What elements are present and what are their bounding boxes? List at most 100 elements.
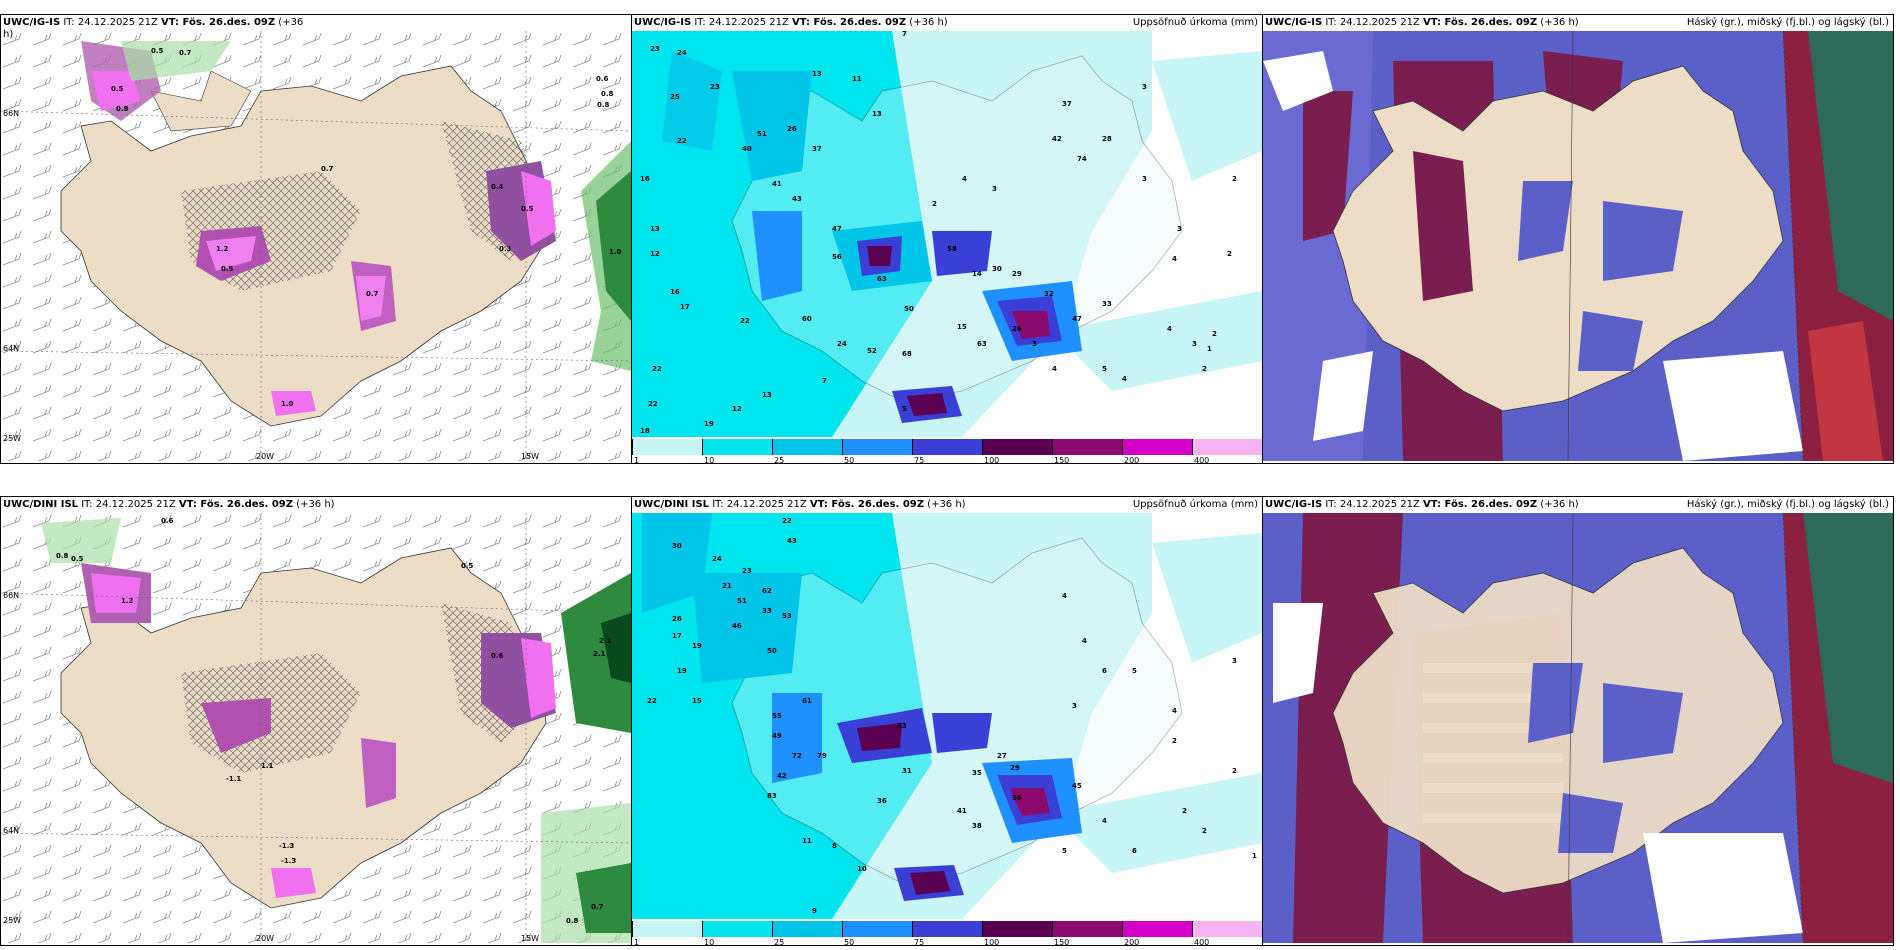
svg-text:3: 3 bbox=[992, 185, 997, 193]
colorbar-tick: 25 bbox=[774, 938, 785, 946]
svg-text:5: 5 bbox=[1132, 667, 1137, 675]
colorbar-cell bbox=[842, 439, 913, 455]
lon-label: 20W bbox=[256, 934, 274, 943]
svg-text:26: 26 bbox=[672, 615, 682, 623]
colorbar-tick: 1 bbox=[634, 456, 640, 464]
precipitation-map: 30 22 24 23 21 17 51 33 46 50 43 62 53 6… bbox=[632, 513, 1262, 919]
svg-text:52: 52 bbox=[867, 347, 877, 355]
svg-text:30: 30 bbox=[992, 265, 1002, 273]
svg-text:4: 4 bbox=[1122, 375, 1127, 383]
lon-label: 25W bbox=[3, 434, 21, 443]
svg-text:4: 4 bbox=[1102, 817, 1107, 825]
svg-text:37: 37 bbox=[812, 145, 822, 153]
svg-text:2.2: 2.2 bbox=[599, 637, 612, 645]
panel-title: UWC/IG-IS IT: 24.12.2025 21Z VT: Fös. 26… bbox=[1265, 499, 1579, 510]
svg-text:23: 23 bbox=[742, 567, 752, 575]
svg-text:16: 16 bbox=[670, 288, 680, 296]
svg-text:4: 4 bbox=[1082, 637, 1087, 645]
svg-text:29: 29 bbox=[1012, 270, 1022, 278]
panel-bot-right: UWC/IG-IS IT: 24.12.2025 21Z VT: Fös. 26… bbox=[1262, 496, 1894, 946]
svg-text:-1.3: -1.3 bbox=[279, 842, 294, 850]
colorbar-cell bbox=[632, 439, 703, 455]
svg-text:38: 38 bbox=[972, 822, 982, 830]
svg-text:16: 16 bbox=[640, 175, 650, 183]
lon-label: 25W bbox=[3, 916, 21, 925]
svg-text:29: 29 bbox=[1010, 764, 1020, 772]
cloud-cover-map bbox=[1263, 513, 1893, 943]
svg-text:63: 63 bbox=[977, 340, 987, 348]
panel-subtitle: Háský (gr.), miðský (fj.bl.) og lágský (… bbox=[1686, 499, 1889, 510]
svg-text:0.5: 0.5 bbox=[461, 562, 474, 570]
colorbar-tick: 400 bbox=[1194, 456, 1210, 464]
lon-label: 15W bbox=[521, 934, 539, 943]
colorbar-cell bbox=[1052, 439, 1123, 455]
svg-text:0.7: 0.7 bbox=[591, 903, 604, 911]
svg-text:2: 2 bbox=[1172, 737, 1177, 745]
svg-text:3: 3 bbox=[1232, 657, 1237, 665]
svg-text:47: 47 bbox=[832, 225, 842, 233]
svg-text:43: 43 bbox=[787, 537, 797, 545]
svg-text:43: 43 bbox=[792, 195, 802, 203]
svg-text:56: 56 bbox=[1012, 794, 1022, 802]
svg-text:5: 5 bbox=[1102, 365, 1107, 373]
lon-label: 15W bbox=[521, 452, 539, 461]
svg-text:33: 33 bbox=[762, 607, 772, 615]
svg-text:35: 35 bbox=[972, 769, 982, 777]
svg-text:26: 26 bbox=[787, 125, 797, 133]
svg-text:3: 3 bbox=[1142, 83, 1147, 91]
colorbar-tick: 10 bbox=[704, 938, 715, 946]
panel-bot-mid: UWC/DINI ISL IT: 24.12.2025 21Z VT: Fös.… bbox=[631, 496, 1263, 946]
svg-text:0.8: 0.8 bbox=[116, 105, 129, 113]
svg-text:0.7: 0.7 bbox=[366, 290, 379, 298]
svg-text:0.7: 0.7 bbox=[179, 49, 192, 57]
colorbar-tick: 200 bbox=[1124, 938, 1140, 946]
svg-text:15: 15 bbox=[957, 323, 967, 331]
svg-text:2: 2 bbox=[932, 200, 937, 208]
svg-text:14: 14 bbox=[972, 270, 982, 278]
svg-text:62: 62 bbox=[762, 587, 772, 595]
svg-text:6: 6 bbox=[1102, 667, 1107, 675]
svg-text:21: 21 bbox=[722, 582, 732, 590]
colorbar-cell bbox=[842, 921, 913, 937]
colorbar-cell bbox=[912, 439, 983, 455]
svg-text:0.8: 0.8 bbox=[597, 101, 610, 109]
svg-text:28: 28 bbox=[1102, 135, 1112, 143]
colorbar-tick: 75 bbox=[914, 456, 925, 464]
lat-label: 64N bbox=[3, 826, 19, 835]
colorbar-tick: 1 bbox=[634, 938, 640, 946]
svg-text:0.5: 0.5 bbox=[221, 265, 234, 273]
svg-text:2: 2 bbox=[1202, 365, 1207, 373]
colorbar: 1 10 25 50 75 100 150 200 400 bbox=[632, 921, 1262, 945]
svg-text:19: 19 bbox=[677, 667, 687, 675]
svg-text:0.5: 0.5 bbox=[151, 47, 164, 55]
svg-text:25: 25 bbox=[670, 93, 680, 101]
svg-text:1.2: 1.2 bbox=[121, 597, 134, 605]
svg-text:37: 37 bbox=[1062, 100, 1072, 108]
svg-text:42: 42 bbox=[1052, 135, 1062, 143]
lat-label: 64N bbox=[3, 344, 19, 353]
svg-text:17: 17 bbox=[680, 303, 690, 311]
svg-text:51: 51 bbox=[737, 597, 747, 605]
svg-text:0.5: 0.5 bbox=[71, 555, 84, 563]
colorbar-tick: 25 bbox=[774, 456, 785, 464]
colorbar-tick: 150 bbox=[1054, 456, 1070, 464]
svg-text:41: 41 bbox=[772, 180, 782, 188]
colorbar-cell bbox=[912, 921, 983, 937]
svg-text:0.5: 0.5 bbox=[521, 205, 534, 213]
svg-text:22: 22 bbox=[652, 365, 662, 373]
svg-text:4: 4 bbox=[1167, 325, 1172, 333]
svg-text:0.7: 0.7 bbox=[321, 165, 334, 173]
colorbar: 1 10 25 50 75 100 150 200 400 bbox=[632, 439, 1262, 463]
svg-text:3: 3 bbox=[1192, 340, 1197, 348]
svg-text:83: 83 bbox=[767, 792, 777, 800]
lon-label: 20W bbox=[256, 452, 274, 461]
svg-text:7: 7 bbox=[822, 377, 827, 385]
colorbar-cell bbox=[1192, 921, 1262, 937]
svg-text:31: 31 bbox=[902, 767, 912, 775]
colorbar-tick: 400 bbox=[1194, 938, 1210, 946]
colorbar-cell bbox=[632, 921, 703, 937]
svg-text:0.8: 0.8 bbox=[566, 917, 579, 925]
svg-text:32: 32 bbox=[1044, 290, 1054, 298]
svg-text:12: 12 bbox=[732, 405, 742, 413]
svg-text:3: 3 bbox=[1142, 175, 1147, 183]
